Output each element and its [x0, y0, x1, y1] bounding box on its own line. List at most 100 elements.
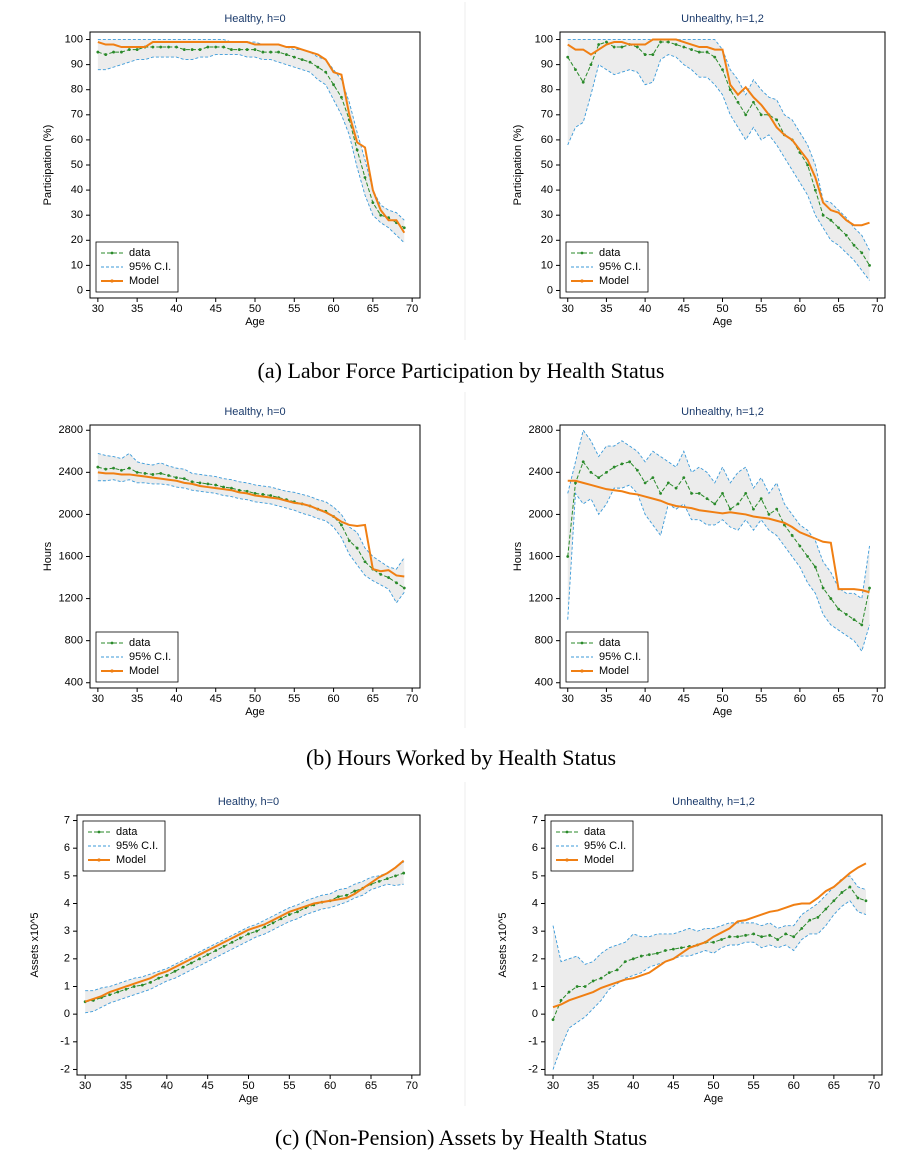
data-point — [744, 113, 748, 117]
chart-title: Healthy, h=0 — [224, 13, 285, 25]
legend-label: 95% C.I. — [129, 261, 171, 273]
data-point — [167, 45, 170, 49]
y-tick-label: 70 — [541, 109, 553, 121]
data-point — [135, 48, 139, 51]
data-point — [345, 893, 348, 897]
x-tick-label: 30 — [562, 693, 574, 705]
ci-band — [85, 862, 404, 1013]
x-tick-label: 55 — [747, 1080, 759, 1092]
ci-line — [552, 875, 867, 965]
data-point — [860, 623, 864, 627]
data-point — [581, 80, 585, 84]
data-point — [775, 118, 779, 122]
data-point — [566, 555, 570, 558]
y-tick-label: -2 — [60, 1063, 70, 1075]
data-point — [824, 907, 828, 911]
y-tick-label: 0 — [547, 284, 553, 296]
chart-title: Unhealthy, h=1,2 — [681, 406, 764, 418]
data-point — [720, 938, 723, 941]
data-point — [620, 462, 624, 466]
y-tick-label: 0 — [64, 1008, 70, 1020]
x-tick-label: 50 — [249, 303, 261, 315]
data-line — [552, 886, 867, 1020]
data-point — [752, 100, 755, 104]
x-tick-label: 55 — [288, 303, 300, 315]
ci-line — [97, 39, 405, 221]
legend-marker — [580, 669, 584, 673]
y-tick-label: 80 — [541, 84, 553, 96]
data-point — [124, 987, 128, 991]
y-tick-label: 90 — [71, 59, 83, 71]
data-point — [96, 50, 100, 54]
data-point — [776, 938, 780, 941]
x-tick-label: 35 — [120, 1080, 132, 1092]
data-point — [705, 50, 709, 54]
data-point — [222, 944, 226, 948]
data-point — [575, 985, 579, 988]
data-point — [583, 985, 587, 988]
y-tick-label: 50 — [71, 159, 83, 171]
data-point — [559, 998, 563, 1002]
data-point — [728, 507, 732, 511]
legend-label: data — [584, 826, 606, 838]
data-point — [775, 507, 779, 511]
data-point — [269, 50, 273, 54]
x-axis-label: Age — [704, 1093, 724, 1105]
data-point — [157, 976, 161, 980]
data-point — [175, 45, 178, 49]
data-point — [574, 481, 577, 485]
data-point — [296, 910, 299, 914]
x-axis-label: Age — [713, 706, 733, 718]
ci-line — [567, 484, 870, 653]
data-point — [837, 226, 840, 230]
y-tick-label: 3 — [532, 925, 538, 937]
data-point — [332, 83, 335, 87]
y-tick-label: 2 — [532, 953, 538, 965]
data-point — [852, 618, 856, 622]
y-tick-label: 3 — [64, 925, 70, 937]
legend-box — [565, 241, 649, 293]
data-point — [206, 953, 210, 957]
legend-label: data — [599, 637, 621, 649]
data-point — [744, 933, 747, 937]
data-point — [597, 476, 601, 479]
data-point — [269, 494, 273, 497]
data-point — [206, 482, 210, 486]
data-point — [589, 63, 593, 67]
data-point — [230, 486, 233, 490]
y-tick-label: 10 — [71, 259, 83, 271]
data-point — [599, 976, 603, 980]
y-tick-label: -2 — [528, 1063, 538, 1075]
data-line — [97, 466, 405, 589]
data-point — [612, 465, 616, 469]
data-point — [140, 983, 144, 987]
data-point — [347, 539, 351, 543]
data-point — [340, 95, 343, 99]
x-tick-label: 55 — [755, 303, 767, 315]
data-point — [589, 470, 593, 474]
data-point — [712, 940, 715, 944]
y-axis-label: Hours — [512, 541, 524, 571]
legend-label: 95% C.I. — [599, 261, 641, 273]
legend-label: data — [599, 247, 621, 259]
data-point — [605, 470, 608, 474]
y-tick-label: 60 — [541, 134, 553, 146]
data-point — [768, 933, 772, 937]
data-point — [245, 489, 249, 493]
data-point — [620, 45, 624, 49]
data-point — [277, 50, 280, 54]
data-point — [222, 485, 225, 489]
data-point — [759, 497, 763, 501]
x-tick-label: 70 — [871, 303, 883, 315]
x-tick-label: 70 — [868, 1080, 880, 1092]
x-tick-label: 30 — [547, 1080, 559, 1092]
legend-label: 95% C.I. — [599, 651, 641, 663]
x-tick-label: 50 — [716, 303, 728, 315]
data-point — [798, 544, 802, 548]
data-point — [149, 980, 152, 984]
data-point — [394, 874, 397, 878]
data-point — [651, 476, 655, 479]
data-point — [844, 612, 848, 616]
data-point — [705, 497, 709, 501]
data-point — [151, 473, 155, 476]
